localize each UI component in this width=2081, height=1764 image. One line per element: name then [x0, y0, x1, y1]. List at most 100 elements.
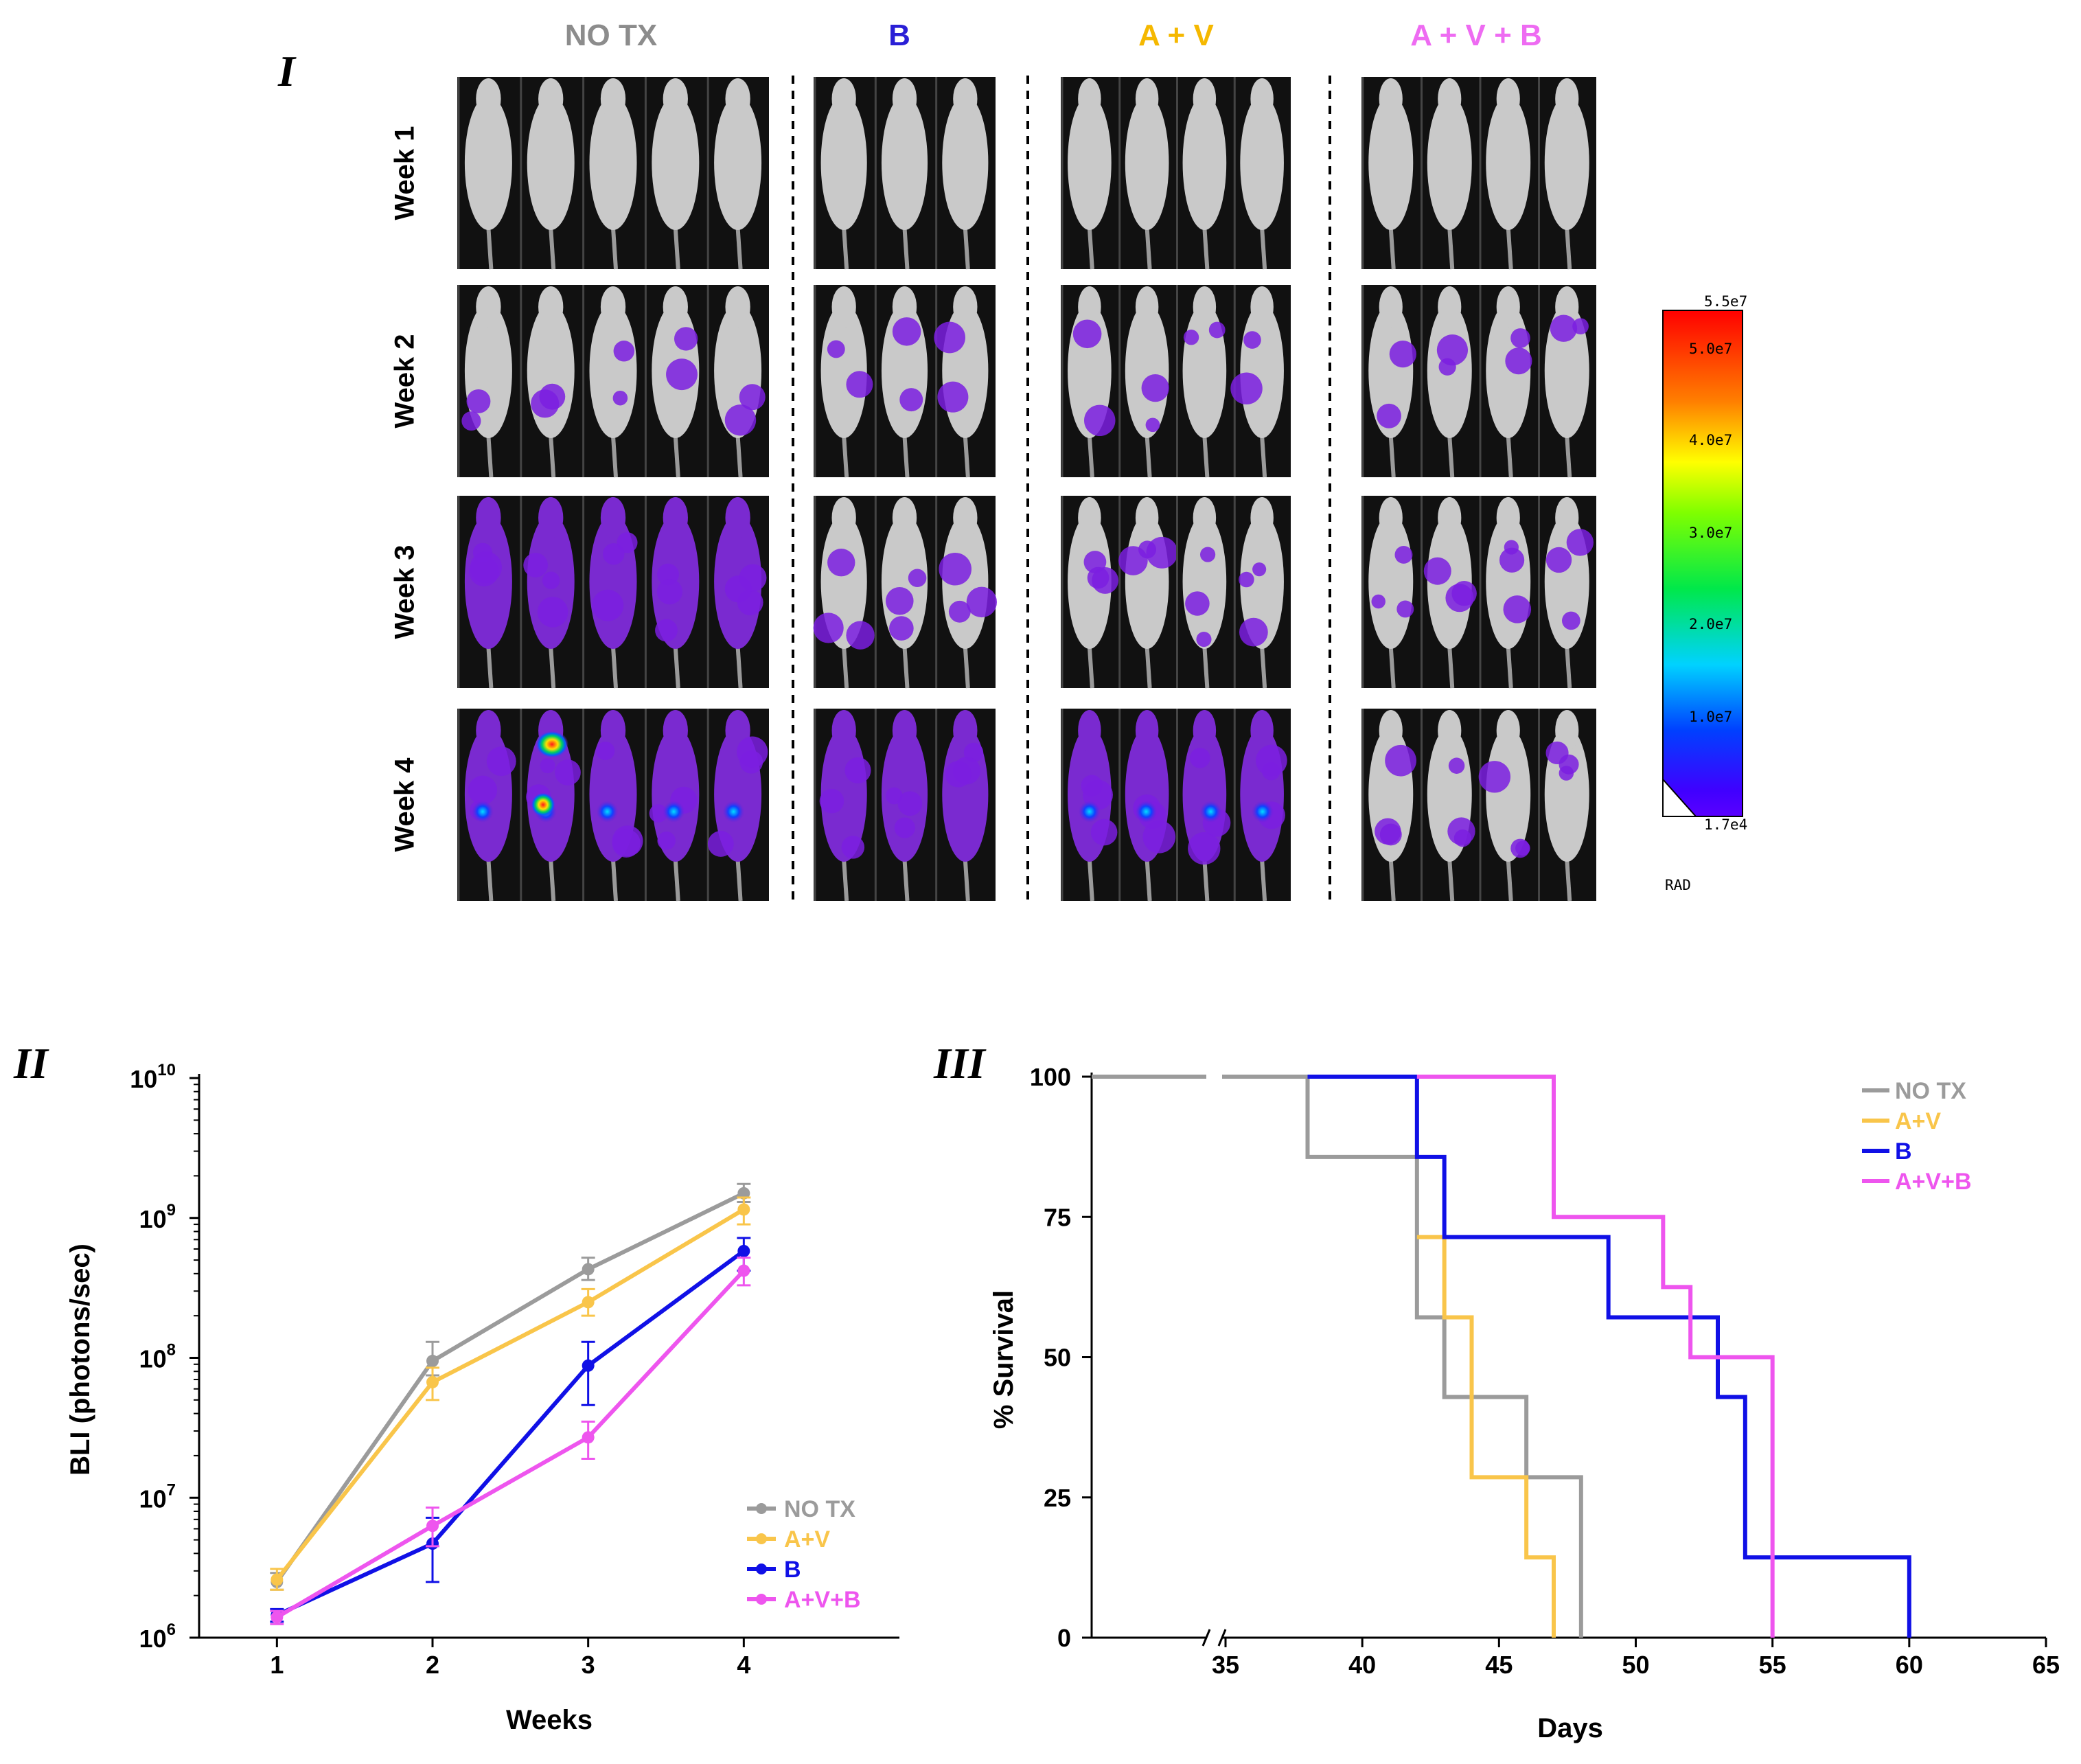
- axis-break-gap: [1206, 1071, 1222, 1082]
- signal-spot: [1505, 347, 1532, 375]
- mouse-tail: [549, 646, 556, 689]
- mouse-body: [1368, 303, 1414, 438]
- mouse-tail: [549, 859, 556, 902]
- hot-signal-spot: [536, 731, 568, 758]
- signal-spot: [657, 832, 676, 850]
- mouse-head: [1078, 497, 1101, 538]
- week-label: Week 4: [390, 757, 420, 852]
- signal-spot: [1423, 557, 1451, 585]
- mouse-head: [1135, 78, 1159, 119]
- data-point: [426, 1355, 439, 1368]
- mouse-tail: [1260, 227, 1267, 270]
- mouse-tail: [842, 646, 849, 689]
- mouse-head: [600, 78, 626, 119]
- legend-label: B: [1895, 1138, 1912, 1165]
- signal-spot: [1396, 600, 1414, 618]
- mouse-tail: [963, 859, 970, 902]
- mouse-head: [1555, 78, 1579, 119]
- x-axis-title: Weeks: [506, 1705, 593, 1735]
- mouse-tail: [1260, 859, 1267, 902]
- x-tick-label: 35: [1212, 1651, 1239, 1679]
- signal-spot: [1394, 545, 1413, 564]
- mouse-body: [1368, 95, 1414, 230]
- mouse-tail: [1145, 435, 1152, 478]
- mouse-body: [714, 95, 762, 230]
- mouse-head: [1438, 710, 1462, 751]
- survival-curve-b: [1307, 1075, 1911, 1638]
- signal-spot: [737, 736, 768, 768]
- mouse-image: [457, 496, 769, 689]
- mouse-tail: [1145, 859, 1152, 902]
- mouse-tail: [1388, 227, 1396, 270]
- mouse-head: [953, 710, 978, 751]
- data-point: [737, 1244, 750, 1257]
- colorbar-tick-label: 1.0e7: [1689, 709, 1732, 725]
- mouse-tail: [735, 859, 743, 902]
- signal-spot: [1078, 801, 1101, 823]
- y-tick-label: 100: [1030, 1063, 1071, 1091]
- signal-spot: [663, 801, 685, 823]
- axis-break-mark: [1202, 1629, 1211, 1647]
- data-point: [582, 1359, 595, 1372]
- signal-spot: [1185, 591, 1210, 616]
- mouse-head: [725, 78, 750, 119]
- mouse-tail: [673, 859, 680, 902]
- mouse-body: [1182, 95, 1227, 230]
- mouse-tail: [1202, 859, 1210, 902]
- mouse-tail: [611, 859, 618, 902]
- signal-spot: [1239, 571, 1254, 588]
- mouse-tail: [673, 646, 680, 689]
- colorbar-gradient: [1662, 310, 1743, 817]
- signal-spot: [1243, 331, 1261, 349]
- mouse-head: [476, 497, 501, 538]
- mouse-tail: [735, 227, 743, 270]
- signal-spot: [1188, 832, 1221, 865]
- signal-spot: [655, 619, 678, 642]
- mouse-head: [1078, 710, 1101, 751]
- signal-spot: [813, 612, 844, 643]
- mouse-head: [538, 286, 564, 328]
- signal-spot: [1084, 404, 1116, 437]
- survival-curve-no-tx: [1092, 1075, 1583, 1638]
- legend-label: A+V+B: [1895, 1169, 1972, 1195]
- x-tick-label: 60: [1896, 1651, 1923, 1679]
- mouse-head: [1438, 286, 1462, 328]
- week-label: Week 3: [390, 545, 420, 639]
- mouse-image: [814, 285, 996, 478]
- signal-spot: [540, 757, 555, 774]
- signal-spot: [739, 564, 767, 592]
- signal-spot: [1199, 801, 1222, 823]
- mouse-tail: [735, 435, 743, 478]
- mouse-tail: [1565, 227, 1572, 270]
- mouse-head: [831, 78, 856, 119]
- y-tick-label: 106: [139, 1620, 176, 1653]
- colorbar-tick-label: 2.0e7: [1689, 616, 1732, 632]
- mouse-head: [600, 286, 626, 328]
- mouse-head: [1496, 497, 1520, 538]
- signal-spot: [1256, 744, 1287, 777]
- signal-spot: [1545, 547, 1572, 573]
- mouse-tail: [549, 435, 556, 478]
- mouse-head: [1250, 78, 1274, 119]
- data-point: [582, 1431, 595, 1444]
- group-header: A + V + B: [1410, 19, 1542, 52]
- mouse-tail: [963, 227, 970, 270]
- legend-label: A+V: [1895, 1108, 1941, 1134]
- mouse-tail: [1447, 859, 1455, 902]
- series-a-v: [270, 1196, 751, 1591]
- mouse-head: [663, 497, 688, 538]
- y-tick-label: 109: [139, 1201, 176, 1233]
- mouse-image: [1361, 496, 1596, 689]
- series-b: [270, 1237, 751, 1623]
- mouse-head: [1078, 78, 1101, 119]
- signal-spot: [603, 543, 625, 565]
- signal-spot: [612, 829, 641, 858]
- mouse-body: [881, 514, 928, 649]
- mouse-body: [527, 95, 575, 230]
- signal-spot: [1550, 314, 1578, 342]
- y-tick-label: 108: [139, 1341, 176, 1373]
- mouse-body: [1125, 303, 1169, 438]
- mouse-head: [1379, 286, 1403, 328]
- signal-spot: [739, 384, 766, 411]
- mouse-head: [1135, 497, 1159, 538]
